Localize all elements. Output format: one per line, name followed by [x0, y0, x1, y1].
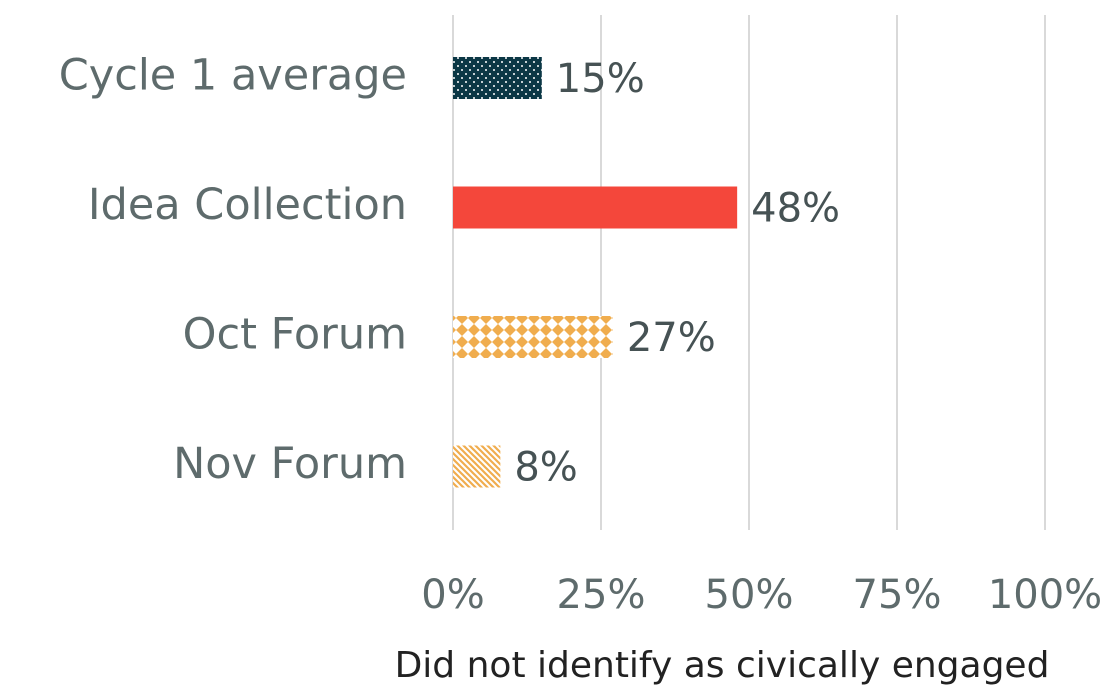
- category-label: Nov Forum: [173, 439, 407, 489]
- value-label: 48%: [751, 186, 840, 232]
- x-tick-label: 100%: [988, 572, 1102, 618]
- category-label: Cycle 1 average: [59, 51, 407, 101]
- x-axis-label: Did not identify as civically engaged: [395, 645, 1050, 686]
- value-label: 27%: [627, 315, 716, 361]
- value-label: 15%: [556, 56, 645, 102]
- bar: [453, 57, 542, 99]
- bar: [453, 316, 613, 358]
- category-label: Idea Collection: [88, 180, 407, 230]
- x-tick-label: 25%: [557, 572, 646, 618]
- bar: [453, 186, 738, 229]
- bar: [453, 445, 501, 488]
- category-label: Oct Forum: [183, 310, 407, 360]
- x-tick-label: 50%: [705, 572, 794, 618]
- value-label: 8%: [514, 445, 577, 491]
- x-tick-label: 0%: [421, 572, 484, 618]
- x-tick-label: 75%: [853, 572, 942, 618]
